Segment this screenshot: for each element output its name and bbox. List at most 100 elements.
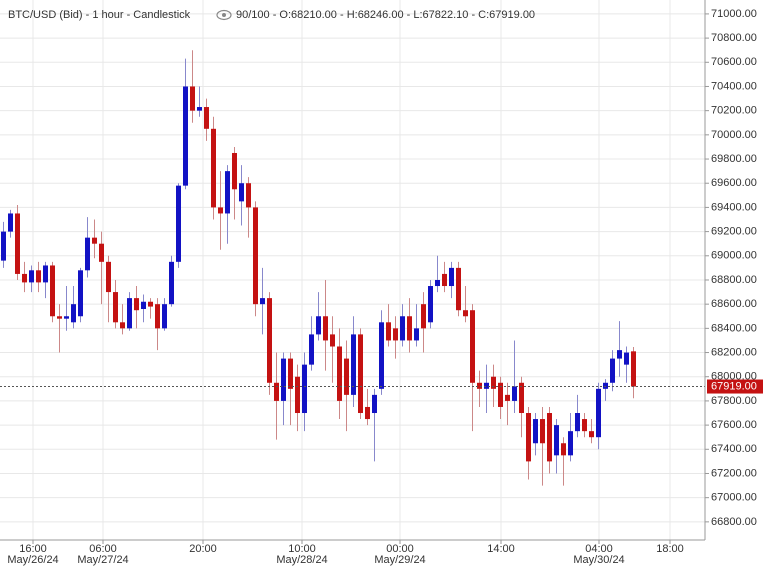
candle-body — [421, 304, 426, 329]
y-tick-label: 70600.00 — [711, 56, 757, 68]
x-tick-label: 14:00 — [487, 543, 515, 555]
candle-body — [113, 292, 118, 323]
candle-body — [57, 316, 62, 319]
candle-body — [15, 213, 20, 274]
candle-body — [379, 322, 384, 389]
candle-body — [386, 322, 391, 341]
candle-body — [610, 358, 615, 383]
candle-body — [218, 207, 223, 214]
y-tick-label: 69000.00 — [711, 250, 757, 262]
candle-body — [309, 334, 314, 365]
y-tick-label: 69600.00 — [711, 177, 757, 189]
plot-area — [0, 50, 705, 486]
candle-body — [302, 364, 307, 414]
y-tick-label: 68600.00 — [711, 298, 757, 310]
candle-body — [498, 382, 503, 407]
candle-body — [183, 86, 188, 186]
candle-body — [351, 334, 356, 395]
candle-body — [519, 382, 524, 414]
candle-body — [211, 128, 216, 208]
candle-body — [260, 298, 265, 305]
candle-body — [127, 298, 132, 329]
y-tick-label: 70200.00 — [711, 105, 757, 117]
candle-body — [197, 107, 202, 111]
x-tick-label: 20:00 — [189, 543, 217, 555]
chart-title: BTC/USD (Bid) - 1 hour - Candlestick — [8, 9, 191, 21]
candle-body — [463, 310, 468, 317]
y-tick-label: 69200.00 — [711, 226, 757, 238]
candle-body — [176, 185, 181, 262]
candle-body — [281, 358, 286, 401]
x-tick-label: 18:00 — [656, 543, 684, 555]
candle-body — [239, 183, 244, 202]
y-tick-label: 69400.00 — [711, 201, 757, 213]
y-tick-label: 68800.00 — [711, 274, 757, 286]
candle-body — [344, 358, 349, 395]
candle-body — [323, 316, 328, 341]
candle-body — [554, 425, 559, 456]
y-tick-label: 67000.00 — [711, 492, 757, 504]
candle-body — [78, 270, 83, 317]
candle-body — [561, 443, 566, 456]
axes: 66800.00 67000.00 67200.00 67400.00 67600.00… — [7, 8, 763, 566]
candle-body — [190, 86, 195, 111]
eye-icon — [216, 9, 232, 21]
candle-body — [274, 382, 279, 401]
candle-body — [162, 304, 167, 329]
last-price-label: 67919.00 — [711, 380, 757, 392]
candle-body — [106, 261, 111, 293]
x-date-label: May/28/24 — [276, 554, 327, 566]
chart-subtitle: 90/100 - O:68210.00 - H:68246.00 - L:678… — [236, 9, 535, 21]
grid — [0, 0, 705, 540]
y-tick-label: 67400.00 — [711, 443, 757, 455]
y-tick-label: 68400.00 — [711, 322, 757, 334]
candle-body — [414, 328, 419, 341]
candle-body — [547, 413, 552, 462]
candle-body — [603, 382, 608, 389]
candle-body — [491, 376, 496, 389]
x-date-label: May/27/24 — [77, 554, 128, 566]
candle-body — [36, 270, 41, 283]
candle-body — [631, 351, 636, 387]
candle-body — [589, 431, 594, 438]
candle-body — [316, 316, 321, 335]
y-tick-label: 66800.00 — [711, 516, 757, 528]
y-tick-label: 68200.00 — [711, 346, 757, 358]
candle-body — [533, 419, 538, 444]
y-tick-label: 70400.00 — [711, 80, 757, 92]
candle-body — [169, 261, 174, 305]
x-tick-label: 16:00 — [19, 543, 47, 555]
candle-body — [330, 334, 335, 347]
y-tick-label: 67600.00 — [711, 419, 757, 431]
candle-body — [477, 382, 482, 389]
y-tick-label: 70800.00 — [711, 32, 757, 44]
candle-body — [141, 301, 146, 310]
y-tick-label: 70000.00 — [711, 129, 757, 141]
candle-body — [253, 207, 258, 305]
candle-body — [246, 183, 251, 208]
candle-body — [435, 279, 440, 287]
candle-body — [575, 413, 580, 432]
y-tick-label: 67800.00 — [711, 395, 757, 407]
candle-body — [365, 406, 370, 420]
candle-body — [617, 350, 622, 359]
candle-body — [71, 304, 76, 323]
candle-body — [596, 388, 601, 438]
candle-body — [624, 352, 629, 365]
candle-body — [92, 237, 97, 244]
candle-body — [64, 316, 69, 319]
candle-body — [99, 243, 104, 262]
candle-body — [22, 273, 27, 283]
candle-body — [540, 419, 545, 444]
candle-body — [400, 316, 405, 341]
last-price-box — [707, 379, 763, 394]
candle-body — [407, 316, 412, 341]
candle-body — [43, 265, 48, 283]
candle-body — [295, 376, 300, 414]
candle-body — [148, 301, 153, 307]
x-tick-label: 10:00 — [288, 543, 316, 555]
x-tick-label: 04:00 — [585, 543, 613, 555]
candle-body — [393, 328, 398, 341]
